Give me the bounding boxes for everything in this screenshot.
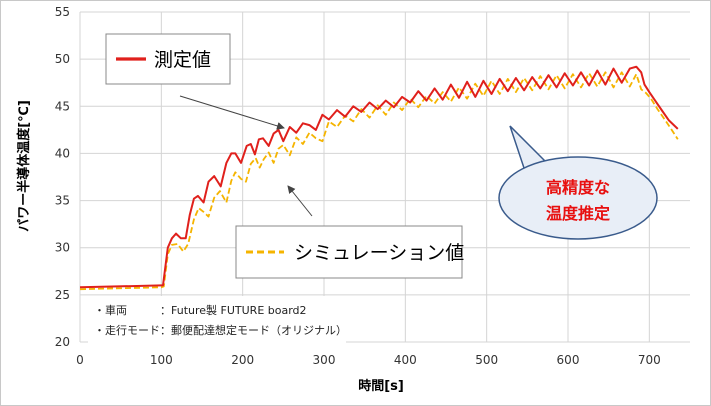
x-tick-labels: 0 100 200 300 400 500 600 700 [76,353,661,367]
x-tick-label: 200 [231,353,254,367]
legend-measured: 測定値 [105,33,231,85]
x-tick-label: 500 [475,353,498,367]
y-tick-label: 25 [55,288,70,302]
x-tick-label: 600 [557,353,580,367]
callout-line-2: 温度推定 [545,204,610,223]
legend-simulated-label: シミュレーション値 [294,242,464,264]
legend-measured-label: 測定値 [154,49,211,71]
x-tick-label: 400 [394,353,417,367]
simulated-pointer-arrow [287,185,313,217]
x-axis-title: 時間[s] [358,378,404,394]
accuracy-callout: 高精度な 温度推定 [498,125,658,240]
x-tick-label: 300 [313,353,336,367]
measured-pointer-arrow [179,95,285,130]
callout-line-1: 高精度な [546,178,610,197]
series-line-simulated [79,71,679,291]
y-tick-label: 30 [55,241,70,255]
y-tick-label: 45 [55,99,70,113]
x-tick-label: 700 [638,353,661,367]
y-tick-label: 50 [55,52,70,66]
note-mode: ・走行モード：郵便配達想定モード（オリジナル） [94,323,347,337]
y-tick-label: 35 [55,194,70,208]
y-tick-label: 40 [55,146,70,160]
y-axis-title: パワー半導体温度[℃] [16,100,32,232]
y-tick-label: 20 [55,335,70,349]
x-tick-label: 100 [150,353,173,367]
x-tick-label: 0 [76,353,84,367]
y-tick-labels: 20 25 30 35 40 45 50 55 [55,5,70,349]
legend-simulated: シミュレーション値 [235,225,464,279]
note-vehicle: ・車両 ：Future製 FUTURE board2 [94,303,307,317]
y-tick-label: 55 [55,5,70,19]
notes-background [88,296,346,346]
legend-simulated-box [235,225,463,279]
series-line-measured [79,65,679,289]
notes-box: ・車両 ：Future製 FUTURE board2 ・走行モード：郵便配達想定… [88,296,347,346]
series-layer [79,65,679,291]
callout-ellipse [498,156,658,240]
